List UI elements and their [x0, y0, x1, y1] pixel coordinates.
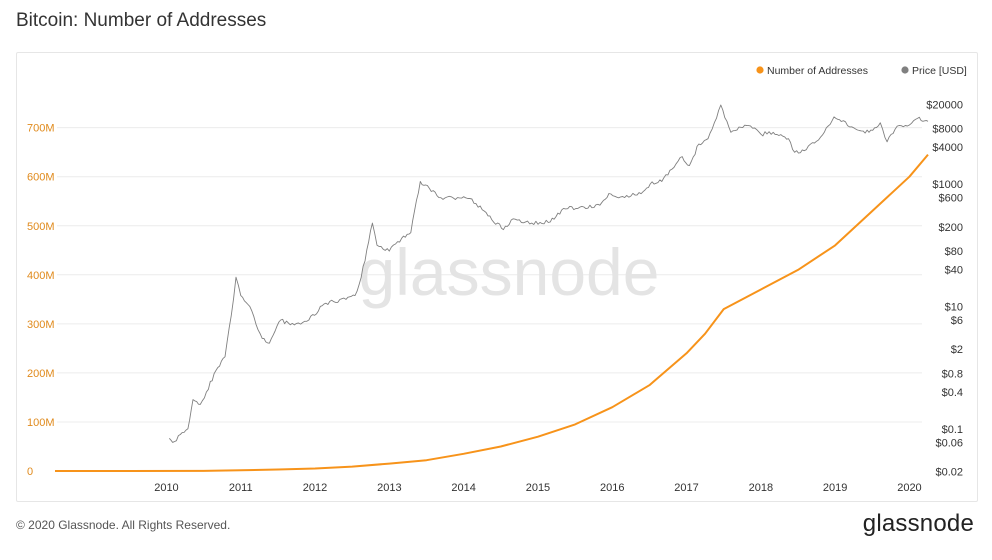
series-layer: [55, 104, 929, 472]
legend-dot: [901, 66, 909, 74]
left-axis-tick-label: 0: [27, 466, 33, 478]
left-axis-tick-label: 200M: [27, 368, 55, 380]
left-axis-tick-label: 400M: [27, 270, 55, 282]
legend-dot: [756, 66, 764, 74]
right-axis-tick-label: $20000: [926, 99, 963, 111]
right-axis: $20000 $8000 $4000 $1000 $600 $200 $80 $40 $10 $6…: [926, 99, 963, 478]
x-axis-tick-label: 2012: [303, 482, 327, 494]
right-axis-tick-label: $10: [945, 301, 963, 313]
x-axis-tick-label: 2011: [229, 482, 253, 494]
copyright-text: © 2020 Glassnode. All Rights Reserved.: [16, 518, 231, 532]
right-axis-tick-label: $8000: [932, 124, 963, 136]
x-axis-tick-label: 2020: [897, 482, 921, 494]
x-axis-tick-label: 2013: [377, 482, 401, 494]
x-axis-tick-label: 2018: [749, 482, 773, 494]
left-axis-tick-label: 100M: [27, 417, 55, 429]
right-axis-tick-label: $0.8: [942, 369, 963, 381]
right-axis-tick-label: $6: [951, 315, 963, 327]
x-axis: 2010 2011 2012 2013 2014 2015 2016 2017 2018 2019…: [154, 482, 921, 494]
right-axis-tick-label: $0.02: [935, 467, 963, 479]
right-axis-tick-label: $0.4: [942, 387, 963, 399]
x-axis-tick-label: 2014: [451, 482, 475, 494]
right-axis-tick-label: $200: [939, 222, 963, 234]
right-axis-tick-label: $1000: [932, 179, 963, 191]
grid-layer: [57, 127, 922, 423]
legend-item-price[interactable]: Price [USD]: [901, 65, 967, 77]
left-axis-tick-label: 300M: [27, 319, 55, 331]
watermark: glassnode: [359, 235, 660, 309]
left-axis-tick-label: 700M: [27, 123, 55, 135]
right-axis-tick-label: $600: [939, 193, 963, 205]
legend-label: Price [USD]: [912, 65, 967, 77]
glassnode-logo: glassnode: [862, 510, 974, 537]
right-axis-tick-label: $80: [945, 246, 963, 258]
right-axis-tick-label: $2: [951, 344, 963, 356]
x-axis-tick-label: 2019: [823, 482, 847, 494]
x-axis-tick-label: 2016: [600, 482, 624, 494]
left-axis-tick-label: 500M: [27, 221, 55, 233]
x-axis-tick-label: 2017: [674, 482, 698, 494]
legend-item-addresses[interactable]: Number of Addresses: [756, 65, 868, 77]
left-axis: 0 100M 200M 300M 400M 500M 600M 700M: [27, 123, 55, 478]
right-axis-tick-label: $0.1: [942, 424, 963, 436]
right-axis-tick-label: $4000: [932, 142, 963, 154]
chart-title: Bitcoin: Number of Addresses: [16, 10, 267, 31]
chart-card: glassnode 0 100M 200M 300M 400M 500M 600M 700M …: [16, 52, 978, 502]
left-axis-tick-label: 600M: [27, 172, 55, 184]
series-line-addresses: [55, 153, 929, 472]
chart-svg: glassnode 0100M200M300M400M500M600M700M …: [27, 65, 967, 494]
right-axis-tick-label: $40: [945, 265, 963, 277]
x-axis-tick-label: 2015: [526, 482, 550, 494]
legend-label: Number of Addresses: [767, 65, 868, 77]
legend: Number of Addresses Price [USD]: [756, 65, 967, 77]
series-line-price: [168, 104, 929, 443]
right-axis-tick-label: $0.06: [935, 437, 963, 449]
x-axis-tick-label: 2010: [154, 482, 178, 494]
